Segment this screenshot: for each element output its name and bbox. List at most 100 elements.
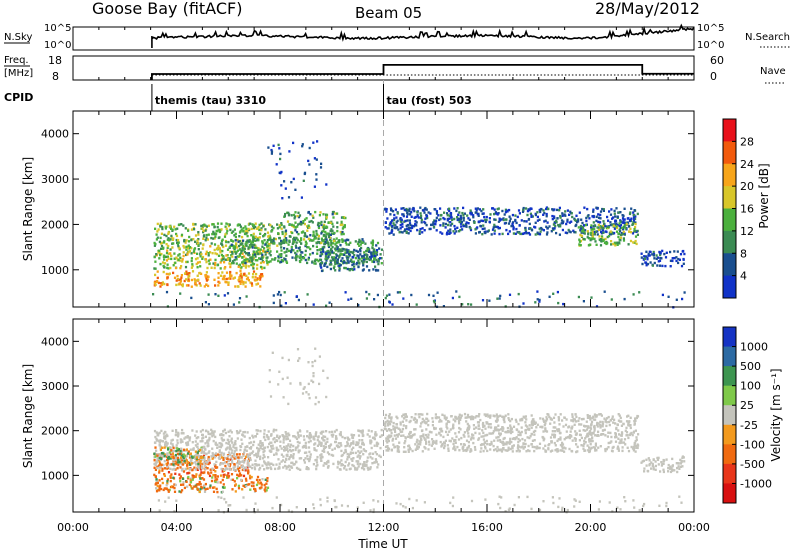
scatter-cell xyxy=(627,225,631,228)
scatter-cell xyxy=(296,446,299,449)
scatter-cell xyxy=(202,454,206,458)
scatter-cell xyxy=(277,458,280,461)
scatter-cell xyxy=(220,433,223,436)
scatter-cell xyxy=(318,248,321,251)
scatter-cell xyxy=(634,221,637,224)
scatter-cell xyxy=(180,276,183,279)
scatter-cell xyxy=(605,424,608,428)
scatter-cell xyxy=(246,239,249,242)
scatter-cell xyxy=(167,244,170,248)
scatter-cell xyxy=(155,462,158,465)
scatter-cell xyxy=(229,250,232,253)
scatter-cell xyxy=(402,207,405,210)
scatter-cell xyxy=(162,246,165,249)
scatter-cell xyxy=(372,252,375,255)
scatter-cell xyxy=(154,455,157,458)
scatter-cell xyxy=(214,476,217,479)
scatter-cell xyxy=(300,237,303,240)
scatter-cell xyxy=(216,478,219,481)
scatter-cell xyxy=(409,448,412,451)
scatter-cell xyxy=(524,207,528,210)
scatter-cell xyxy=(360,259,363,263)
scatter-cell xyxy=(208,474,212,478)
scatter-cell xyxy=(313,262,316,265)
scatter-cell xyxy=(320,430,323,434)
scatter-cell xyxy=(287,243,290,246)
scatter-cell xyxy=(293,236,296,240)
scatter-cell xyxy=(234,457,237,460)
scatter-cell xyxy=(590,224,593,227)
scatter-cell xyxy=(194,440,197,443)
scatter-cell xyxy=(540,207,543,211)
scatter-cell xyxy=(235,446,238,450)
scatter-cell xyxy=(555,231,558,235)
scatter-cell xyxy=(314,432,317,436)
scatter-cell xyxy=(159,242,163,245)
scatter-cell xyxy=(184,461,187,464)
scatter-cell xyxy=(280,304,283,307)
scatter-cell xyxy=(411,208,414,211)
scatter-cell xyxy=(376,241,380,245)
scatter-cell xyxy=(426,412,429,416)
scatter-cell xyxy=(210,266,213,269)
scatter-cell xyxy=(324,238,327,241)
scatter-cell xyxy=(194,257,198,261)
scatter-cell xyxy=(278,224,281,227)
scatter-cell xyxy=(404,228,407,231)
scatter-cell xyxy=(240,274,243,278)
scatter-cell xyxy=(568,221,571,224)
scatter-cell xyxy=(599,420,602,424)
scatter-cell xyxy=(295,230,299,234)
scatter-cell xyxy=(419,227,422,231)
scatter-cell xyxy=(304,253,307,257)
scatter-cell xyxy=(184,436,187,439)
scatter-cell xyxy=(404,413,407,416)
scatter-cell xyxy=(237,285,240,288)
scatter-cell xyxy=(500,450,504,453)
scatter-cell xyxy=(604,237,607,241)
scatter-cell xyxy=(332,433,335,436)
scatter-cell xyxy=(192,222,195,226)
scatter-cell xyxy=(253,467,257,471)
scatter-cell xyxy=(620,424,623,427)
scatter-cell xyxy=(505,218,508,221)
scatter-cell xyxy=(446,219,449,222)
scatter-cell xyxy=(281,197,284,200)
scatter-cell xyxy=(446,217,449,221)
scatter-cell xyxy=(676,250,679,253)
scatter-cell xyxy=(274,257,277,260)
scatter-cell xyxy=(340,462,343,466)
scatter-cell xyxy=(408,446,411,450)
scatter-cell xyxy=(495,212,498,215)
scatter-cell xyxy=(322,225,325,228)
scatter-cell xyxy=(604,434,607,437)
scatter-cell xyxy=(199,255,202,258)
scatter-cell xyxy=(299,255,303,259)
scatter-cell xyxy=(635,446,638,449)
scatter-cell xyxy=(208,262,211,265)
scatter-cell xyxy=(395,221,398,224)
scatter-cell xyxy=(327,244,330,247)
scatter-cell xyxy=(683,291,686,294)
nsky-tick-top: 10^5 xyxy=(44,23,71,34)
scatter-cell xyxy=(159,222,162,225)
scatter-cell xyxy=(158,479,161,482)
scatter-cell xyxy=(582,429,585,432)
scatter-cell xyxy=(580,436,583,440)
scatter-cell xyxy=(281,230,284,234)
scatter-cell xyxy=(602,220,605,223)
scatter-cell xyxy=(435,229,438,232)
scatter-cell xyxy=(166,446,170,450)
scatter-cell xyxy=(463,212,466,215)
scatter-cell xyxy=(190,485,193,488)
scatter-cell xyxy=(467,440,470,444)
scatter-cell xyxy=(630,431,633,435)
scatter-cell xyxy=(189,246,192,249)
scatter-cell xyxy=(422,435,425,438)
scatter-cell xyxy=(444,226,447,229)
scatter-cell xyxy=(187,229,190,232)
scatter-cell xyxy=(355,443,358,447)
scatter-cell xyxy=(534,221,537,224)
scatter-cell xyxy=(536,290,539,293)
scatter-cell xyxy=(396,435,399,438)
